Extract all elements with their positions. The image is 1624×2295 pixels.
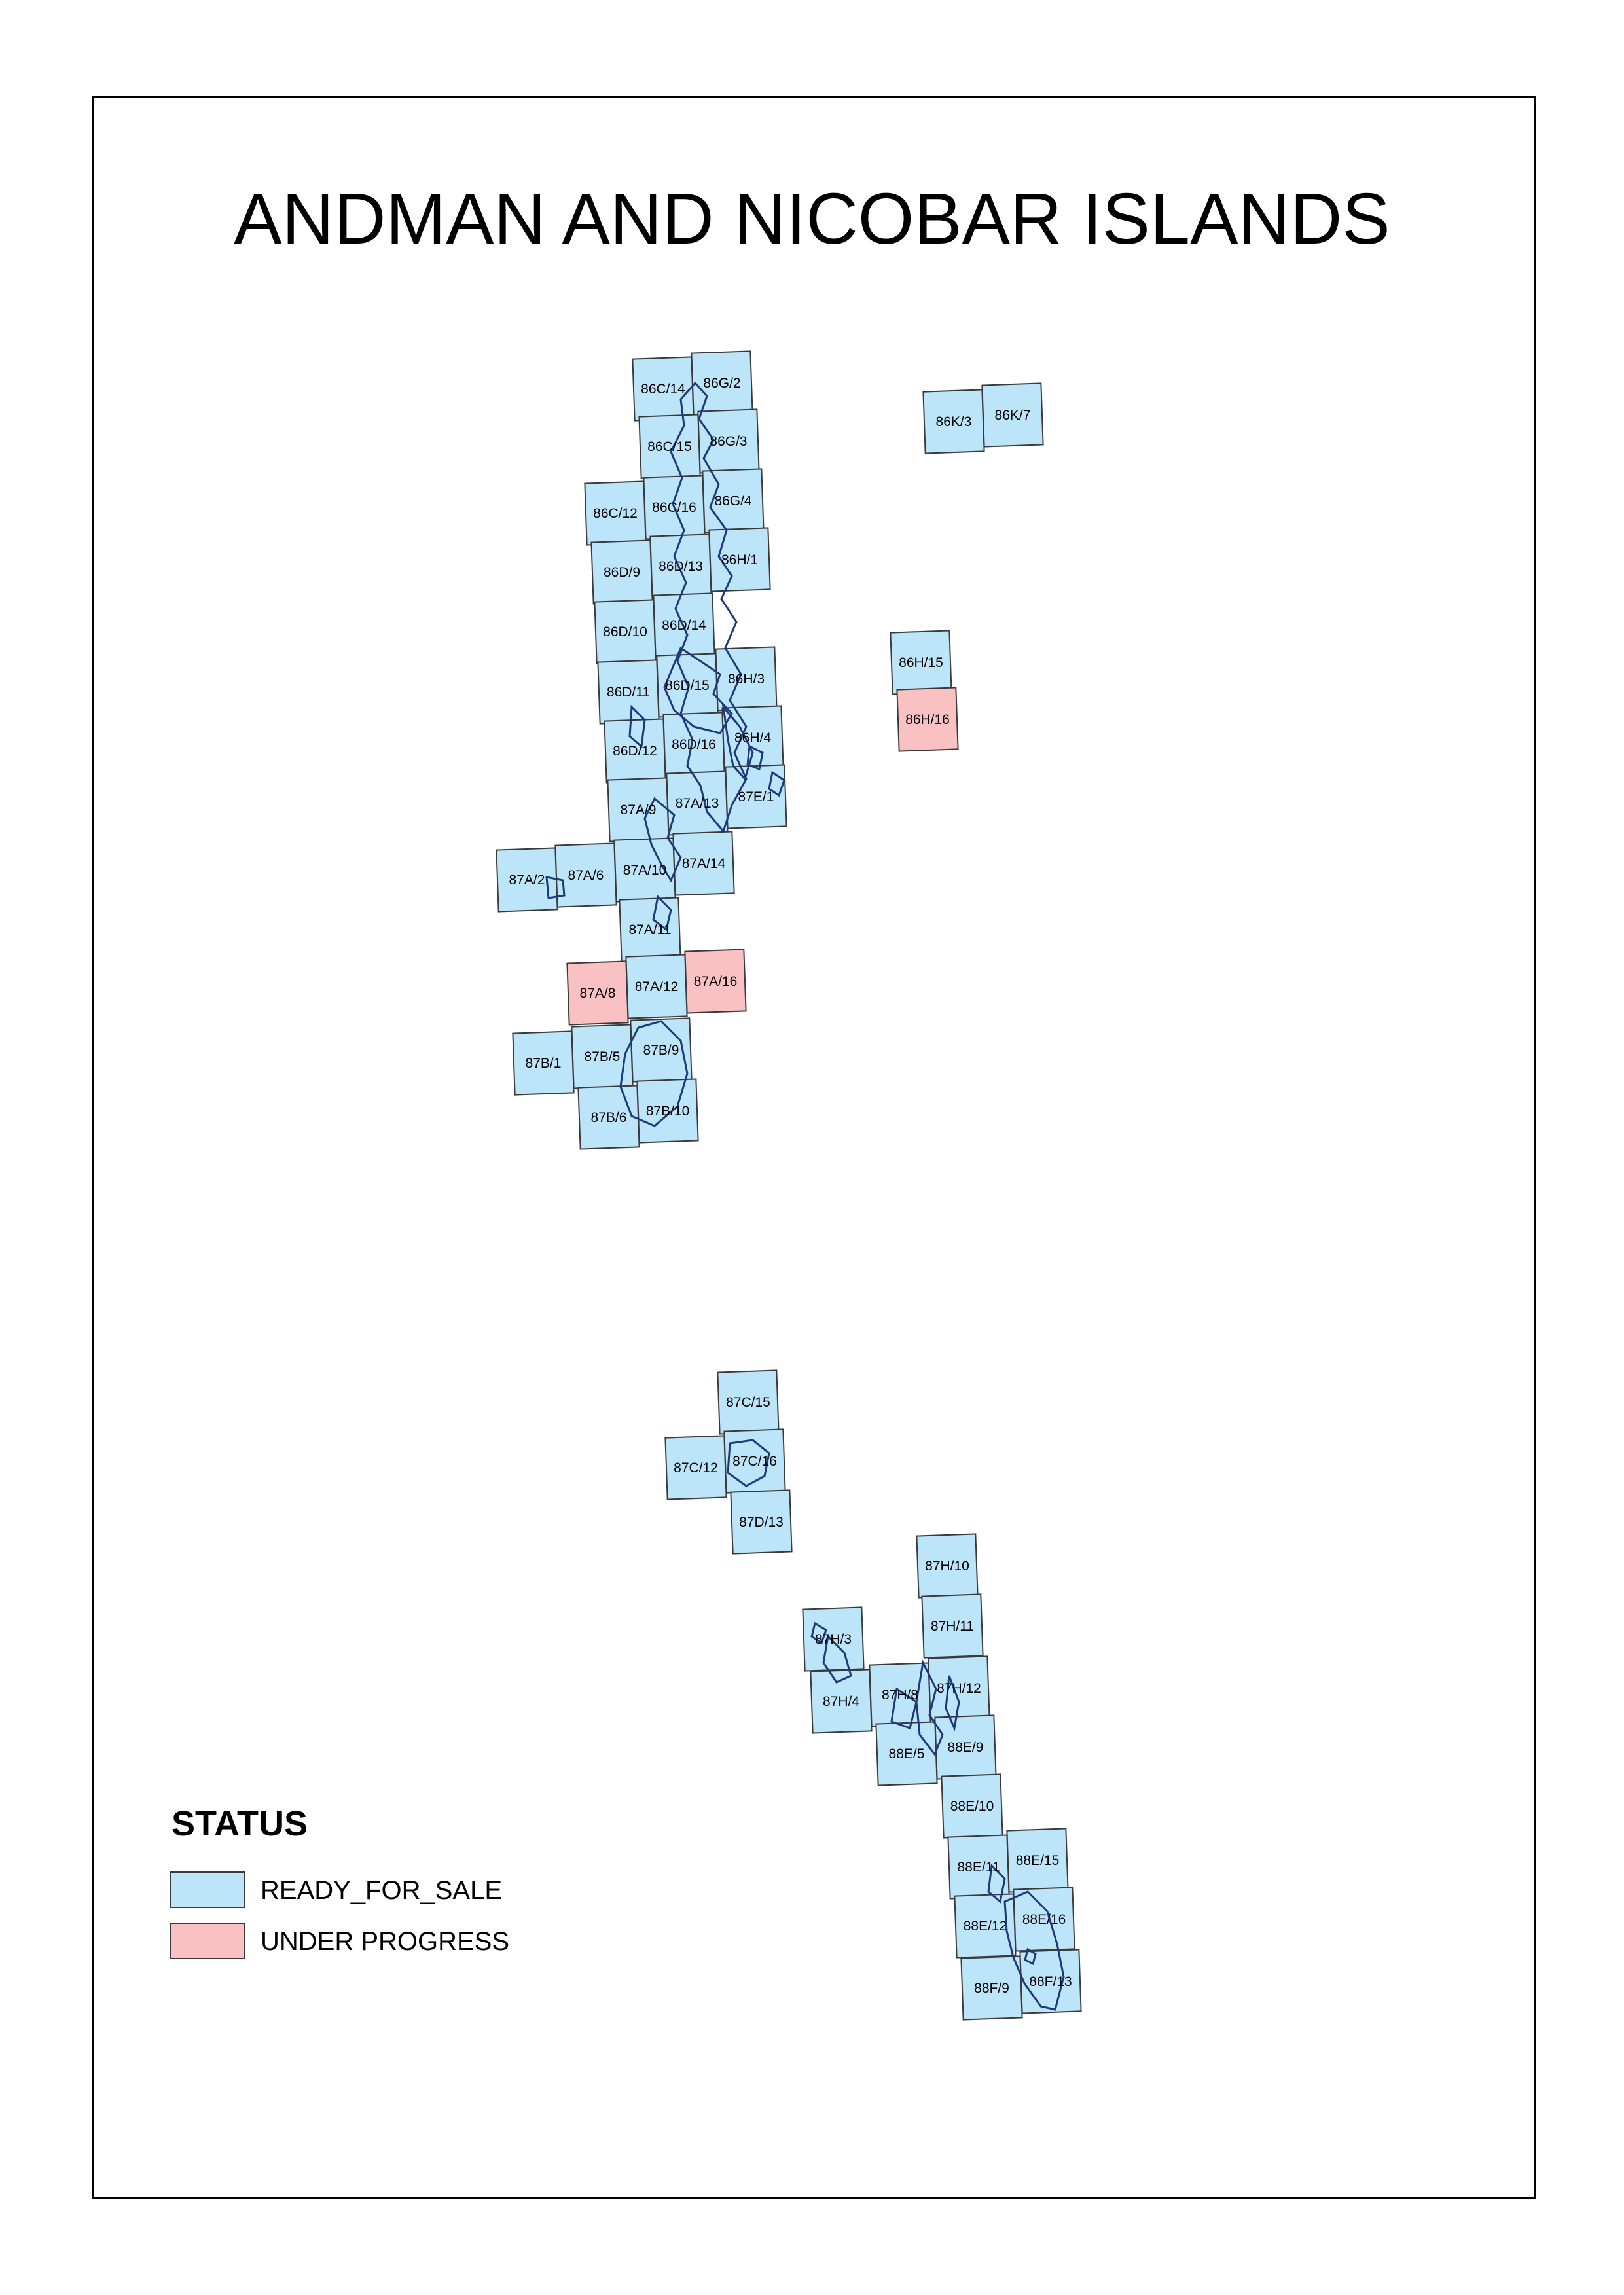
- sheet-label-86d-11: 86D/11: [607, 685, 650, 700]
- sheet-label-87h-11: 87H/11: [931, 1619, 974, 1634]
- legend-swatch-progress: [170, 1923, 245, 1959]
- sheet-label-86d-16: 86D/16: [672, 737, 716, 752]
- map-title: ANDMAN AND NICOBAR ISLANDS: [234, 179, 1390, 259]
- sheets-layer: [496, 350, 1082, 2021]
- legend-label-ready: READY_FOR_SALE: [261, 1876, 503, 1905]
- sheet-tile-88e-16[interactable]: [1013, 1887, 1075, 1952]
- sheet-label-87a-11: 87A/11: [629, 922, 672, 937]
- sheet-label-87a-14: 87A/14: [682, 856, 726, 871]
- camorta-coastline: [915, 1659, 944, 1757]
- sheet-label-87b-6: 87B/6: [591, 1110, 627, 1125]
- map-frame: [92, 96, 1536, 2199]
- ritchie-archipelago-coastline: [746, 744, 785, 797]
- sheet-label-87c-16: 87C/16: [732, 1454, 777, 1469]
- sheet-label-88e-12: 88E/12: [964, 1919, 1007, 1934]
- car-nicobar-coastline: [727, 1439, 770, 1487]
- sheet-tile-86h-16[interactable]: [896, 687, 959, 752]
- sheet-label-87h-4: 87H/4: [823, 1694, 859, 1709]
- sheet-label-86h-3: 86H/3: [728, 672, 765, 687]
- sheet-label-87a-10: 87A/10: [623, 863, 667, 878]
- kondul-coastline: [1024, 1947, 1037, 1966]
- legend-label-progress: UNDER PROGRESS: [261, 1927, 510, 1956]
- sheet-label-87h-12: 87H/12: [937, 1681, 981, 1696]
- sheet-label-88e-16: 88E/16: [1022, 1912, 1066, 1927]
- sheet-label-87a-2: 87A/2: [509, 873, 545, 888]
- sheet-label-86h-16: 86H/16: [905, 712, 950, 727]
- sheet-label-87b-1: 87B/1: [526, 1056, 562, 1071]
- little-andaman-coastline: [619, 1020, 689, 1127]
- chowra-coastline: [810, 1621, 827, 1645]
- island-coastlines: [545, 381, 1065, 2011]
- sheet-label-87e-1: 87E/1: [738, 789, 774, 804]
- sheet-label-86d-12: 86D/12: [613, 744, 657, 759]
- sheet-label-86g-4: 86G/4: [714, 494, 752, 509]
- sheet-label-86c-12: 86C/12: [593, 506, 638, 521]
- interview-island-coastline: [628, 704, 646, 748]
- sheet-label-87a-8: 87A/8: [580, 986, 616, 1001]
- sheet-label-88e-10: 88E/10: [950, 1799, 994, 1814]
- sheet-tile-87a-16[interactable]: [684, 949, 747, 1014]
- sheet-tile-87b-10[interactable]: [636, 1078, 699, 1144]
- sheet-label-86g-3: 86G/3: [710, 434, 747, 449]
- sheet-label-86d-14: 86D/14: [662, 618, 706, 633]
- sheet-label-87h-10: 87H/10: [925, 1559, 969, 1574]
- sheet-label-86d-15: 86D/15: [665, 678, 710, 693]
- sheet-label-86h-4: 86H/4: [734, 731, 771, 746]
- north-andaman-coastline: [670, 381, 748, 834]
- sheet-tile-86h-1[interactable]: [708, 527, 771, 592]
- sheet-label-87a-9: 87A/9: [621, 803, 657, 818]
- sheet-label-87a-12: 87A/12: [635, 979, 679, 994]
- legend-swatch-ready: [170, 1871, 245, 1908]
- sheet-tile-87d-13[interactable]: [730, 1489, 793, 1555]
- sheet-label-86k-3: 86K/3: [936, 414, 972, 429]
- sheet-label-87d-13: 87D/13: [739, 1515, 784, 1530]
- sheet-label-87h-8: 87H/8: [882, 1688, 918, 1703]
- sheet-label-88e-9: 88E/9: [948, 1740, 984, 1755]
- sheet-label-88e-5: 88E/5: [889, 1746, 925, 1762]
- teressa-coastline: [822, 1634, 852, 1684]
- rutland-coastline: [652, 894, 672, 931]
- sheet-label-87c-12: 87C/12: [674, 1460, 718, 1475]
- sheet-labels-layer: 86C/14 86G/2 86C/15 86G/3 86C/12 86C/16 86G/4 8…: [509, 376, 1072, 1996]
- sheet-tile-87a-14[interactable]: [672, 831, 735, 896]
- sheet-label-87a-6: 87A/6: [568, 868, 604, 883]
- nancowry-coastline: [945, 1675, 960, 1732]
- sheet-label-88f-13: 88F/13: [1029, 1974, 1072, 1989]
- katchal-coastline: [890, 1687, 918, 1729]
- sheet-label-86d-10: 86D/10: [603, 624, 647, 640]
- sheet-label-86k-7: 86K/7: [995, 408, 1031, 423]
- sheet-label-86h-1: 86H/1: [721, 552, 758, 568]
- sheet-label-87b-10: 87B/10: [646, 1104, 690, 1119]
- sheet-label-87c-15: 87C/15: [726, 1395, 770, 1410]
- sheet-label-87b-9: 87B/9: [643, 1043, 679, 1058]
- baratang-coastline: [721, 703, 754, 781]
- south-andaman-coastline: [643, 797, 682, 883]
- sheet-label-86g-2: 86G/2: [703, 376, 740, 391]
- sheet-tile-87h-11[interactable]: [921, 1593, 984, 1659]
- sheet-label-86d-13: 86D/13: [659, 559, 703, 574]
- sheet-tile-86k-7[interactable]: [981, 382, 1044, 448]
- sheet-label-88f-9: 88F/9: [974, 1981, 1009, 1996]
- little-nicobar-coastline: [987, 1863, 1006, 1904]
- sheet-label-86c-14: 86C/14: [641, 382, 685, 397]
- sheet-label-86c-16: 86C/16: [652, 500, 696, 515]
- north-sentinel-coastline: [545, 876, 566, 899]
- sheet-label-88e-15: 88E/15: [1016, 1853, 1060, 1868]
- legend-title: STATUS: [171, 1804, 308, 1843]
- sheet-label-86c-15: 86C/15: [647, 439, 692, 454]
- sheet-label-87h-3: 87H/3: [815, 1632, 852, 1647]
- sheet-label-86d-9: 86D/9: [604, 565, 640, 580]
- sheet-label-87a-13: 87A/13: [676, 796, 719, 811]
- sheet-label-87b-5: 87B/5: [585, 1049, 621, 1064]
- sheet-label-87a-16: 87A/16: [694, 974, 738, 989]
- sheet-label-86h-15: 86H/15: [899, 655, 943, 670]
- sheet-tile-87h-3[interactable]: [802, 1606, 865, 1672]
- great-nicobar-coastline: [1003, 1890, 1065, 2011]
- sheet-label-88e-11: 88E/11: [958, 1860, 1000, 1875]
